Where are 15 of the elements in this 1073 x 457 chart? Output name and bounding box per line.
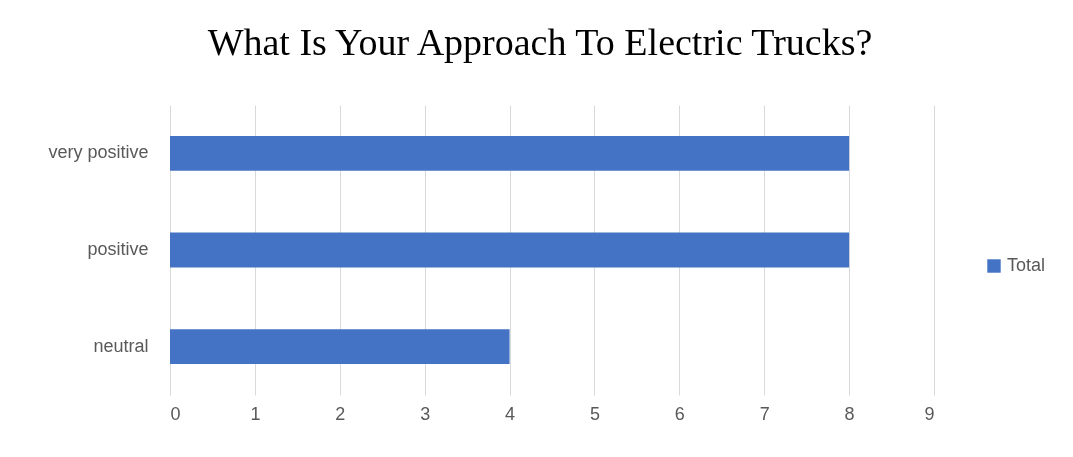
x-tick-label: 4 — [505, 403, 516, 424]
y-tick-label: positive — [87, 239, 149, 259]
chart-title: What Is Your Approach To Electric Trucks? — [207, 21, 873, 63]
x-tick-label: 7 — [759, 403, 770, 424]
x-tick-label: 8 — [844, 403, 855, 424]
x-tick-label: 9 — [924, 403, 935, 424]
legend-label: Total — [1007, 255, 1046, 275]
y-tick-label: very positive — [48, 142, 149, 163]
x-tick-label: 5 — [589, 403, 600, 424]
y-tick-label: neutral — [93, 335, 149, 356]
x-tick-label: 0 — [170, 403, 181, 424]
x-tick-label: 3 — [420, 403, 431, 424]
x-tick-label: 1 — [250, 403, 261, 424]
x-tick-label: 6 — [674, 403, 685, 424]
x-tick-label: 2 — [335, 403, 346, 424]
